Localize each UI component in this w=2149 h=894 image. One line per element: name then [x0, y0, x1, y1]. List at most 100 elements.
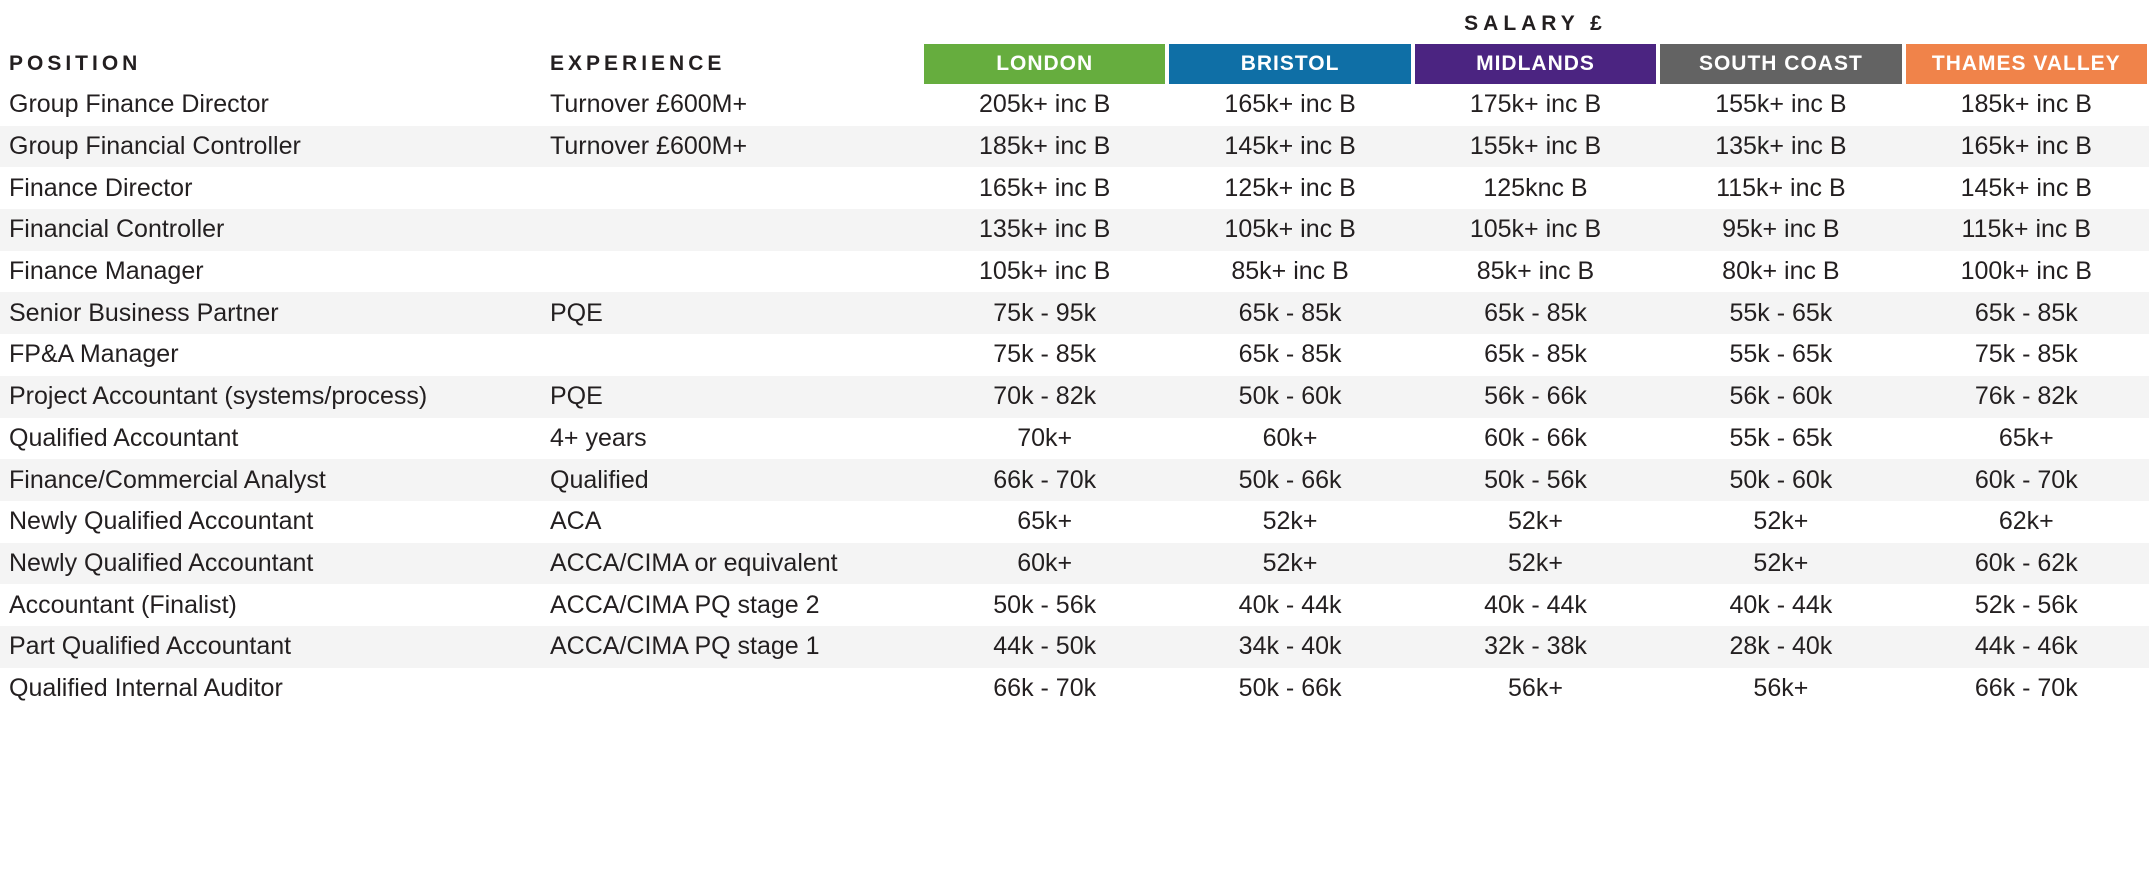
table-row: Accountant (Finalist) ACCA/CIMA PQ stage…: [0, 584, 2149, 626]
position-cell: Group Finance Director: [9, 90, 269, 119]
region-header-south-coast: SOUTH COAST: [1660, 44, 1902, 84]
table-row: Project Accountant (systems/process) PQE…: [0, 375, 2149, 418]
experience-cell: ACCA/CIMA or equivalent: [550, 548, 838, 577]
table-row: Finance/Commercial Analyst Qualified 66k…: [0, 459, 2149, 501]
experience-column-header: EXPERIENCE: [550, 52, 726, 75]
position-column-header: POSITION: [9, 52, 142, 75]
region-header-thames-valley: THAMES VALLEY: [1905, 44, 2147, 84]
position-cell: Part Qualified Accountant: [9, 632, 292, 661]
salary-cell-london: 75k - 85k: [993, 340, 1097, 369]
salary-cell-midlands: 175k+ inc B: [1469, 90, 1602, 119]
salary-cell-london: 70k+: [1017, 423, 1073, 452]
salary-cell-south-coast: 95k+ inc B: [1722, 215, 1840, 244]
position-cell: FP&A Manager: [9, 340, 179, 369]
region-header-bristol: BRISTOL: [1169, 44, 1411, 84]
salary-cell-midlands: 65k - 85k: [1484, 340, 1587, 369]
salary-cell-london: 65k+: [1017, 507, 1073, 536]
salary-cell-south-coast: 55k - 65k: [1729, 298, 1833, 327]
salary-cell-midlands: 56k+: [1508, 673, 1563, 702]
salary-cell-thames-valley: 66k - 70k: [1974, 673, 2078, 702]
salary-cell-bristol: 40k - 44k: [1238, 590, 1342, 619]
salary-cell-thames-valley: 145k+ inc B: [1960, 173, 2092, 202]
salary-cell-south-coast: 28k - 40k: [1729, 632, 1833, 661]
salary-cell-london: 205k+ inc B: [979, 90, 1111, 119]
salary-cell-london: 75k - 95k: [993, 298, 1097, 327]
salary-cell-thames-valley: 75k - 85k: [1974, 340, 2078, 369]
salary-cell-south-coast: 55k - 65k: [1729, 423, 1833, 452]
experience-cell: ACCA/CIMA PQ stage 2: [550, 590, 820, 619]
salary-table-body: Group Finance Director Turnover £600M+ 2…: [0, 84, 2149, 709]
table-row: FP&A Manager 75k - 85k 65k - 85k 65k - 8…: [0, 334, 2149, 376]
salary-cell-south-coast: 52k+: [1753, 507, 1809, 536]
salary-cell-bristol: 85k+ inc B: [1231, 257, 1349, 286]
experience-cell: PQE: [550, 382, 603, 411]
salary-cell-bristol: 165k+ inc B: [1224, 90, 1356, 119]
experience-cell: ACA: [550, 507, 602, 536]
salary-cell-south-coast: 135k+ inc B: [1715, 132, 1847, 161]
position-cell: Senior Business Partner: [9, 298, 279, 327]
position-cell: Qualified Internal Auditor: [9, 673, 283, 702]
experience-cell: 4+ years: [550, 423, 647, 452]
salary-cell-south-coast: 55k - 65k: [1729, 340, 1833, 369]
salary-cell-thames-valley: 115k+ inc B: [1961, 215, 2092, 244]
salary-cell-south-coast: 52k+: [1753, 548, 1809, 577]
table-row: Finance Manager 105k+ inc B 85k+ inc B 8…: [0, 251, 2149, 293]
salary-cell-midlands: 32k - 38k: [1484, 632, 1587, 661]
salary-title: SALARY £: [1464, 12, 1607, 35]
position-cell: Financial Controller: [9, 215, 225, 244]
salary-cell-london: 70k - 82k: [993, 382, 1097, 411]
salary-cell-south-coast: 50k - 60k: [1729, 465, 1833, 494]
table-row: Newly Qualified Accountant ACA 65k+ 52k+…: [0, 501, 2149, 543]
salary-cell-south-coast: 56k - 60k: [1729, 382, 1833, 411]
salary-cell-london: 66k - 70k: [993, 465, 1097, 494]
salary-cell-thames-valley: 100k+ inc B: [1960, 257, 2092, 286]
salary-cell-south-coast: 56k+: [1753, 673, 1809, 702]
salary-cell-bristol: 65k - 85k: [1238, 298, 1342, 327]
position-cell: Finance Manager: [9, 257, 204, 286]
salary-cell-bristol: 105k+ inc B: [1224, 215, 1356, 244]
position-cell: Finance Director: [9, 173, 193, 202]
experience-cell: PQE: [550, 298, 603, 327]
salary-cell-midlands: 65k - 85k: [1484, 298, 1587, 327]
salary-cell-london: 105k+ inc B: [979, 257, 1111, 286]
salary-cell-bristol: 50k - 60k: [1238, 382, 1342, 411]
salary-cell-thames-valley: 60k - 62k: [1974, 548, 2078, 577]
salary-cell-bristol: 125k+ inc B: [1224, 173, 1356, 202]
salary-cell-bristol: 65k - 85k: [1238, 340, 1342, 369]
salary-cell-midlands: 85k+ inc B: [1476, 257, 1595, 286]
salary-cell-london: 44k - 50k: [993, 632, 1097, 661]
position-cell: Finance/Commercial Analyst: [9, 465, 326, 494]
table-row: Qualified Accountant 4+ years 70k+ 60k+ …: [0, 418, 2149, 460]
salary-cell-midlands: 52k+: [1508, 548, 1563, 577]
position-cell: Accountant (Finalist): [9, 590, 237, 619]
salary-cell-thames-valley: 52k - 56k: [1974, 590, 2078, 619]
salary-cell-bristol: 52k+: [1262, 507, 1318, 536]
salary-cell-south-coast: 80k+ inc B: [1722, 257, 1840, 286]
position-cell: Group Financial Controller: [9, 132, 301, 161]
salary-cell-south-coast: 155k+ inc B: [1715, 90, 1847, 119]
salary-cell-thames-valley: 165k+ inc B: [1960, 132, 2092, 161]
salary-cell-london: 50k - 56k: [993, 590, 1097, 619]
salary-cell-midlands: 60k - 66k: [1484, 423, 1587, 452]
salary-title-row: SALARY £: [0, 0, 2149, 44]
salary-cell-thames-valley: 185k+ inc B: [1960, 90, 2092, 119]
salary-cell-london: 185k+ inc B: [979, 132, 1111, 161]
table-row: Financial Controller 135k+ inc B 105k+ i…: [0, 209, 2149, 251]
salary-cell-midlands: 155k+ inc B: [1469, 132, 1602, 161]
experience-cell: Qualified: [550, 465, 649, 494]
table-header-row: POSITION EXPERIENCE LONDON BRISTOL MIDLA…: [0, 44, 2149, 84]
region-header-london: LONDON: [924, 44, 1166, 84]
salary-cell-midlands: 56k - 66k: [1484, 382, 1587, 411]
salary-cell-bristol: 50k - 66k: [1238, 465, 1342, 494]
table-row: Senior Business Partner PQE 75k - 95k 65…: [0, 292, 2149, 335]
salary-cell-thames-valley: 62k+: [1998, 507, 2054, 536]
salary-cell-london: 60k+: [1017, 548, 1073, 577]
salary-cell-london: 66k - 70k: [993, 673, 1097, 702]
experience-cell: ACCA/CIMA PQ stage 1: [550, 632, 820, 661]
salary-cell-midlands: 50k - 56k: [1484, 465, 1587, 494]
salary-cell-thames-valley: 65k - 85k: [1974, 298, 2078, 327]
position-cell: Newly Qualified Accountant: [9, 507, 314, 536]
table-row: Part Qualified Accountant ACCA/CIMA PQ s…: [0, 625, 2149, 668]
table-row: Qualified Internal Auditor 66k - 70k 50k…: [0, 668, 2149, 710]
